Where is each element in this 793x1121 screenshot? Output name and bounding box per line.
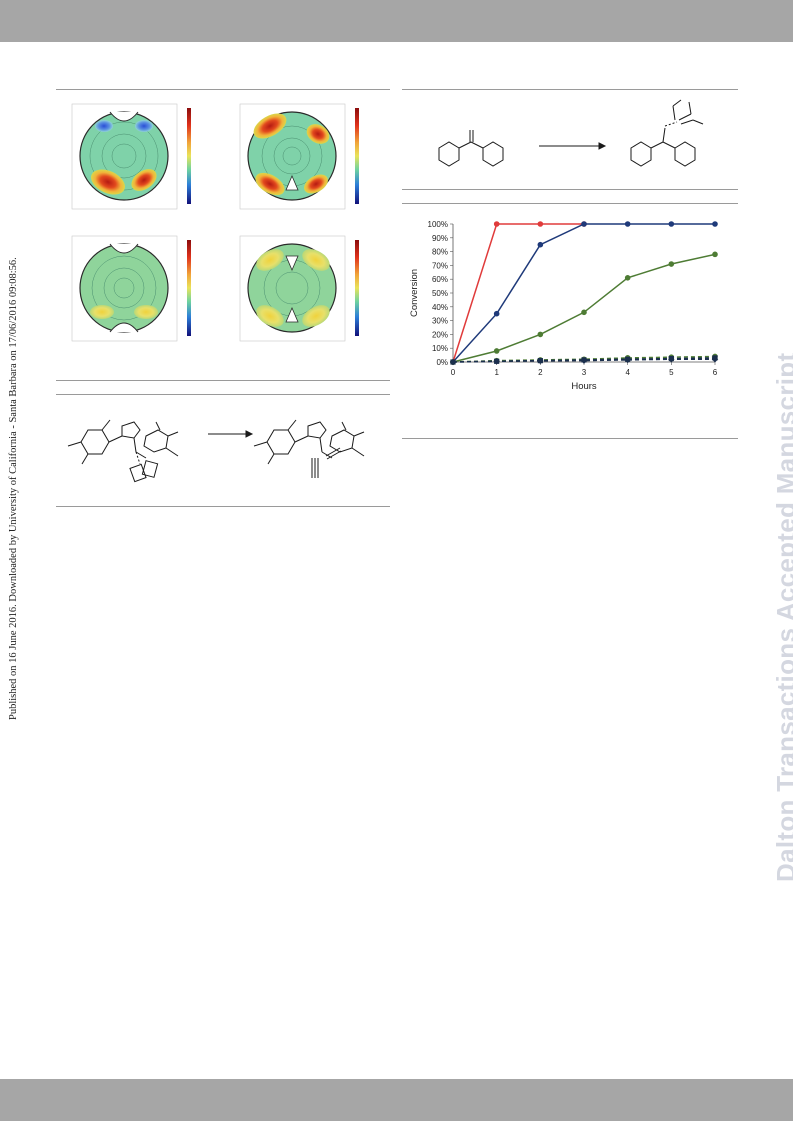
y-tick-label: 50%: [432, 289, 448, 298]
footer-band: [0, 1079, 793, 1121]
data-point: [668, 261, 675, 267]
data-point: [581, 309, 587, 316]
x-tick-label: 1: [494, 368, 499, 377]
y-tick-label: 0%: [436, 358, 448, 367]
alkene-reaction-scheme: [438, 99, 704, 167]
contour-map-1: [71, 103, 178, 210]
figure-rule-bottom-left: [56, 506, 390, 507]
y-tick-label: 40%: [432, 303, 448, 312]
series-line-2: [452, 223, 715, 363]
contour-map-3: [71, 235, 178, 342]
data-point: [537, 221, 544, 227]
series-line-1: [452, 223, 584, 363]
data-point: [493, 310, 500, 317]
scheme-rule-top-right: [402, 89, 738, 90]
figure-rule-top-left: [56, 89, 390, 90]
y-tick-label: 100%: [428, 220, 448, 229]
ligand-structure-right: [253, 419, 365, 478]
chart-rule-bottom-right: [402, 438, 738, 439]
data-point: [449, 358, 457, 366]
nhc-ligand-scheme: [67, 419, 365, 483]
series-line-3: [452, 253, 716, 363]
contour-map-4: [239, 235, 346, 342]
conversion-chart: 0% 10% 20% 30% 40% 50% 60% 70% 80% 90% 100% 0 1 2 3 4 5 6…: [409, 220, 719, 392]
data-point: [712, 221, 718, 227]
data-point: [580, 357, 588, 364]
data-point: [537, 241, 544, 248]
x-tick-label: 5: [669, 368, 674, 377]
data-point: [624, 275, 631, 281]
data-point: [581, 221, 587, 227]
accepted-manuscript-watermark: Dalton Transactions Accepted Manuscript: [771, 352, 793, 882]
x-tick-label: 3: [582, 368, 587, 377]
contour-map-2: [239, 103, 346, 210]
data-point: [624, 221, 631, 227]
y-axis-title: Conversion: [409, 269, 420, 317]
x-tick-label: 0: [451, 368, 456, 377]
y-tick-label: 60%: [432, 275, 448, 284]
x-tick-label: 4: [625, 368, 630, 377]
data-point: [493, 221, 500, 227]
y-tick-label: 90%: [432, 234, 448, 243]
y-tick-label: 70%: [432, 261, 448, 270]
product-structure: [630, 99, 704, 167]
y-tick-label: 20%: [432, 330, 448, 339]
publication-watermark: Published on 16 June 2016. Downloaded by…: [8, 257, 19, 720]
data-point: [711, 356, 719, 363]
ligand-structure-left: [67, 419, 179, 483]
scheme-rule-mid-right-2: [402, 203, 738, 204]
data-point: [493, 348, 500, 354]
y-tick-label: 30%: [432, 317, 448, 326]
scheme-rule-mid-right-1: [402, 189, 738, 190]
data-point: [493, 358, 500, 365]
diphenylethylene-structure: [438, 130, 504, 167]
y-tick-label: 80%: [432, 248, 448, 257]
header-band: [0, 0, 793, 42]
figure-rule-mid-left-2: [56, 394, 390, 395]
x-tick-label: 2: [538, 368, 543, 377]
data-point: [712, 251, 718, 258]
data-point: [668, 221, 675, 227]
data-point: [537, 331, 544, 338]
figure-rule-mid-left-1: [56, 380, 390, 381]
y-tick-label: 10%: [432, 344, 448, 353]
steric-map-figure: [71, 103, 359, 342]
x-tick-label: 6: [713, 368, 718, 377]
x-axis-title: Hours: [571, 381, 597, 392]
